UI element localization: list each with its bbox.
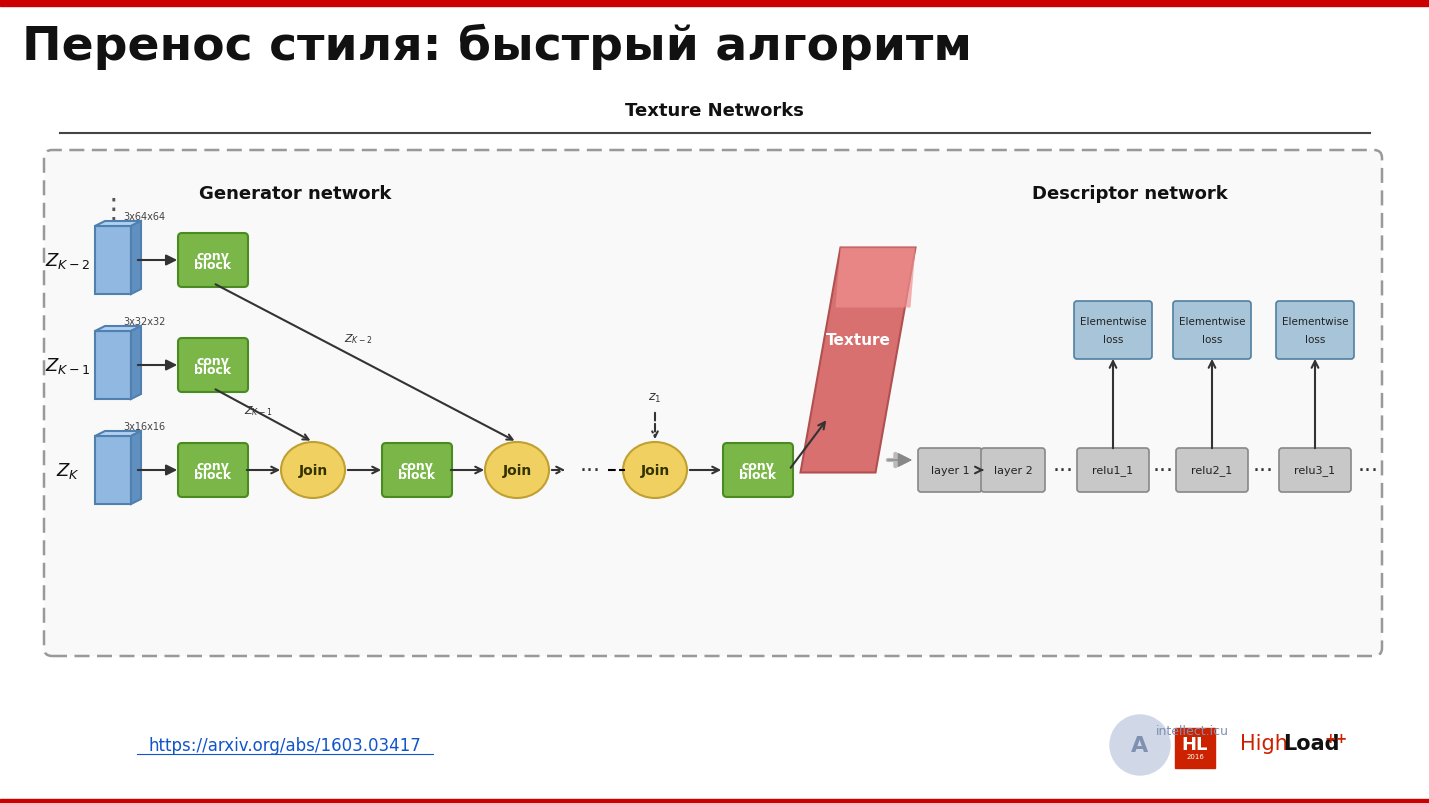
Text: loss: loss bbox=[1305, 335, 1325, 344]
Text: ···: ··· bbox=[1053, 460, 1073, 480]
Text: $Z_{K-1}$: $Z_{K-1}$ bbox=[243, 404, 273, 418]
FancyBboxPatch shape bbox=[980, 448, 1045, 492]
Text: ···: ··· bbox=[1153, 460, 1173, 480]
Text: https://arxiv.org/abs/1603.03417: https://arxiv.org/abs/1603.03417 bbox=[149, 736, 422, 754]
Polygon shape bbox=[94, 332, 131, 400]
FancyBboxPatch shape bbox=[1176, 448, 1248, 492]
FancyBboxPatch shape bbox=[1173, 302, 1250, 360]
Text: Перенос стиля: быстрый алгоритм: Перенос стиля: быстрый алгоритм bbox=[21, 24, 972, 70]
Text: $Z_{K-2}$: $Z_{K-2}$ bbox=[343, 332, 373, 345]
Text: Join: Join bbox=[640, 463, 670, 478]
Text: Elementwise: Elementwise bbox=[1282, 316, 1348, 327]
Text: conv: conv bbox=[197, 249, 230, 263]
Text: block: block bbox=[194, 259, 231, 272]
Text: loss: loss bbox=[1202, 335, 1222, 344]
Text: relu1_1: relu1_1 bbox=[1092, 465, 1133, 476]
Text: relu2_1: relu2_1 bbox=[1192, 465, 1233, 476]
Text: $z_1$: $z_1$ bbox=[649, 391, 662, 405]
Ellipse shape bbox=[484, 442, 549, 499]
Text: ++: ++ bbox=[1325, 731, 1348, 745]
Text: layer 2: layer 2 bbox=[993, 466, 1032, 475]
Ellipse shape bbox=[282, 442, 344, 499]
Text: block: block bbox=[739, 469, 776, 482]
Text: ···: ··· bbox=[580, 460, 600, 480]
Text: High: High bbox=[1240, 733, 1288, 753]
Text: Texture Networks: Texture Networks bbox=[624, 102, 803, 120]
Text: layer 1: layer 1 bbox=[930, 466, 969, 475]
Text: conv: conv bbox=[400, 459, 433, 472]
Text: Load: Load bbox=[1283, 733, 1339, 753]
Text: block: block bbox=[194, 364, 231, 377]
Polygon shape bbox=[94, 226, 131, 295]
Text: ⋮: ⋮ bbox=[99, 196, 127, 224]
Polygon shape bbox=[131, 222, 141, 295]
Text: Descriptor network: Descriptor network bbox=[1032, 185, 1228, 202]
FancyBboxPatch shape bbox=[1279, 448, 1350, 492]
Text: 3x32x32: 3x32x32 bbox=[123, 316, 166, 327]
Text: conv: conv bbox=[197, 354, 230, 367]
Text: $Z_{K-1}$: $Z_{K-1}$ bbox=[46, 356, 90, 376]
Text: loss: loss bbox=[1103, 335, 1123, 344]
Ellipse shape bbox=[623, 442, 687, 499]
Polygon shape bbox=[131, 327, 141, 400]
Text: conv: conv bbox=[197, 459, 230, 472]
Polygon shape bbox=[94, 437, 131, 504]
Text: Join: Join bbox=[503, 463, 532, 478]
Text: Generator network: Generator network bbox=[199, 185, 392, 202]
FancyBboxPatch shape bbox=[179, 443, 249, 497]
Text: relu3_1: relu3_1 bbox=[1295, 465, 1336, 476]
Bar bbox=[0, 0, 1429, 7]
Bar bbox=[0, 799, 1429, 803]
Polygon shape bbox=[94, 327, 141, 332]
Text: Join: Join bbox=[299, 463, 327, 478]
FancyBboxPatch shape bbox=[723, 443, 793, 497]
Text: block: block bbox=[194, 469, 231, 482]
Polygon shape bbox=[94, 431, 141, 437]
Text: Elementwise: Elementwise bbox=[1080, 316, 1146, 327]
FancyBboxPatch shape bbox=[1075, 302, 1152, 360]
Text: ···: ··· bbox=[1252, 460, 1273, 480]
Text: $Z_K$: $Z_K$ bbox=[56, 460, 80, 480]
Polygon shape bbox=[94, 222, 141, 226]
FancyBboxPatch shape bbox=[1077, 448, 1149, 492]
Polygon shape bbox=[131, 431, 141, 504]
Text: ···: ··· bbox=[1358, 460, 1379, 480]
Circle shape bbox=[1110, 715, 1170, 775]
Text: $Z_{K-2}$: $Z_{K-2}$ bbox=[46, 251, 90, 271]
Text: A: A bbox=[1132, 735, 1149, 755]
FancyBboxPatch shape bbox=[382, 443, 452, 497]
Text: 3x16x16: 3x16x16 bbox=[123, 422, 166, 431]
Text: intellect.icu: intellect.icu bbox=[1156, 724, 1229, 738]
Text: HL: HL bbox=[1182, 735, 1208, 753]
Text: conv: conv bbox=[742, 459, 775, 472]
FancyBboxPatch shape bbox=[917, 448, 982, 492]
Text: block: block bbox=[399, 469, 436, 482]
FancyBboxPatch shape bbox=[44, 151, 1382, 656]
Text: Texture: Texture bbox=[826, 333, 890, 348]
FancyBboxPatch shape bbox=[179, 339, 249, 393]
Polygon shape bbox=[836, 248, 916, 308]
Text: Elementwise: Elementwise bbox=[1179, 316, 1245, 327]
Text: 3x64x64: 3x64x64 bbox=[123, 212, 166, 222]
FancyBboxPatch shape bbox=[179, 234, 249, 287]
FancyBboxPatch shape bbox=[1276, 302, 1355, 360]
Text: 2016: 2016 bbox=[1186, 753, 1205, 759]
Polygon shape bbox=[800, 248, 916, 473]
